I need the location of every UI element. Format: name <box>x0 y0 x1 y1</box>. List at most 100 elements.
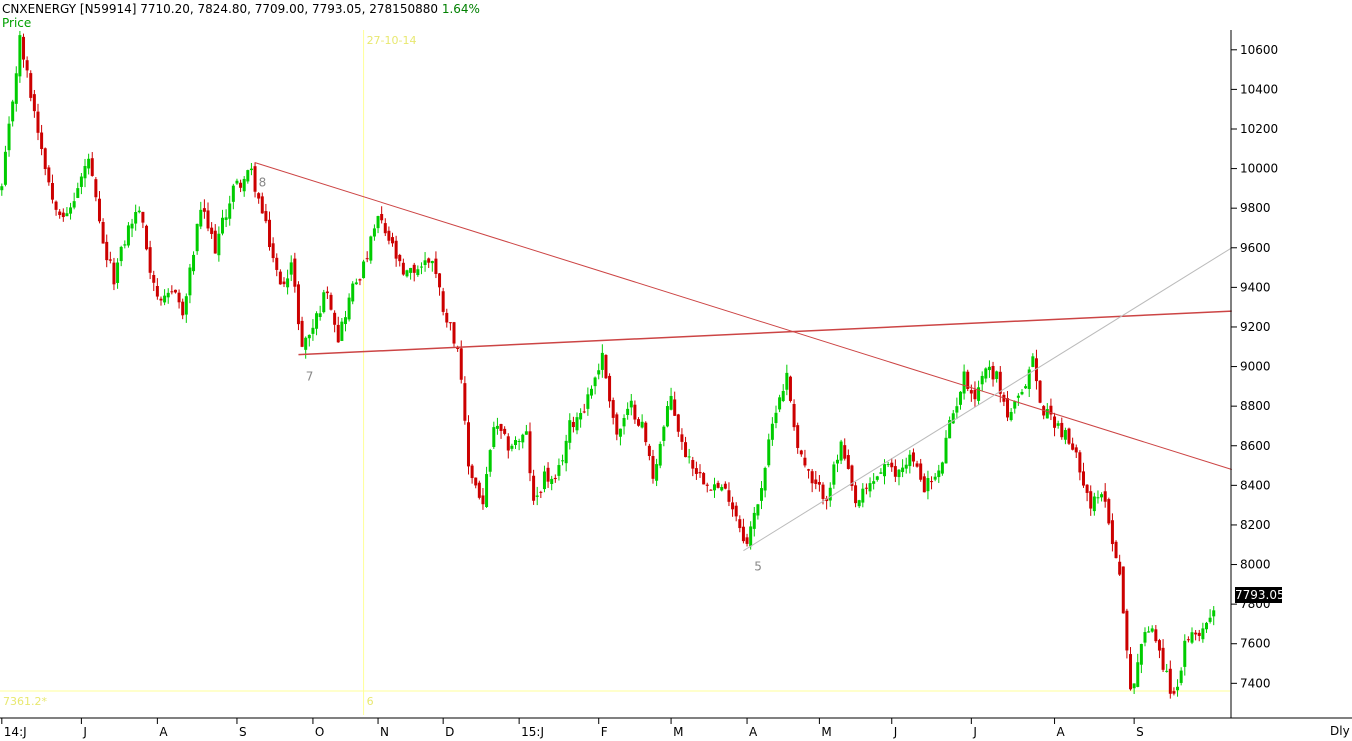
candle-body <box>184 296 188 315</box>
candle-body <box>260 196 264 214</box>
candle-body <box>286 278 290 288</box>
candlestick-series <box>0 30 1216 699</box>
candle-body <box>119 246 123 262</box>
candle-body <box>1110 520 1114 545</box>
candle-body <box>325 291 329 294</box>
candle-body <box>1176 686 1180 691</box>
candle-body <box>1053 416 1057 428</box>
candle-body <box>249 168 253 171</box>
candle-body <box>1118 561 1122 575</box>
candle-body <box>213 230 217 254</box>
candle-body <box>535 495 539 497</box>
candle-body <box>810 471 814 484</box>
cursor-crosshair: 27-10-14 7361.2* 6 <box>0 30 1230 715</box>
candle-body <box>438 273 442 288</box>
candle-body <box>155 285 159 297</box>
candle-body <box>336 324 340 343</box>
candle-body <box>807 469 811 471</box>
price-tick-label: 8400 <box>1240 478 1271 492</box>
candle-body <box>694 468 698 474</box>
candle-body <box>1049 405 1053 415</box>
candle-body <box>785 372 789 390</box>
candle-body <box>1027 369 1031 389</box>
date-tick-label: S <box>239 725 247 739</box>
candle-body <box>919 463 923 480</box>
candle-body <box>1147 631 1151 633</box>
candle-body <box>586 394 590 409</box>
candle-body <box>1190 632 1194 643</box>
candle-body <box>1045 409 1049 419</box>
candle-body <box>0 186 4 191</box>
candle-body <box>1186 639 1190 641</box>
candle-body <box>148 247 152 273</box>
candle-body <box>365 258 369 260</box>
candle-body <box>995 371 999 379</box>
candle-body <box>1154 629 1158 642</box>
candle-body <box>850 465 854 486</box>
candle-body <box>655 464 659 481</box>
candle-body <box>170 291 174 293</box>
candle-body <box>1060 422 1064 438</box>
price-tick-label: 8800 <box>1240 399 1271 413</box>
candle-body <box>477 482 481 498</box>
candle-body <box>915 463 919 467</box>
candle-body <box>514 439 518 446</box>
candle-body <box>608 375 612 402</box>
candle-body <box>380 214 384 221</box>
candle-body <box>87 158 91 169</box>
candle-body <box>980 375 984 385</box>
candle-body <box>857 500 861 507</box>
date-axis: 14:J J A S O N D 15:J F M A M J J A S <box>0 717 1352 739</box>
candle-body <box>933 476 937 480</box>
candle-body <box>550 478 554 484</box>
date-tick-label: S <box>1136 725 1144 739</box>
candle-body <box>152 275 156 283</box>
candle-body <box>575 417 579 431</box>
candle-body <box>727 490 731 502</box>
candle-body <box>1016 395 1020 398</box>
candle-body <box>231 185 235 202</box>
candle-body <box>108 259 112 261</box>
candle-body <box>423 260 427 265</box>
candle-body <box>890 462 894 468</box>
candle-body <box>65 213 69 217</box>
candle-body <box>50 182 54 200</box>
candle-body <box>228 203 232 219</box>
candle-body <box>318 313 322 317</box>
candle-body <box>311 327 315 334</box>
candle-body <box>492 427 496 447</box>
candle-body <box>644 422 648 443</box>
candle-body <box>763 467 767 491</box>
candle-body <box>843 445 847 459</box>
price-tick-label: 10600 <box>1240 43 1278 57</box>
candle-body <box>1103 491 1107 502</box>
candle-body <box>792 403 796 428</box>
candle-body <box>130 223 134 229</box>
date-tick-label: A <box>749 725 758 739</box>
candle-body <box>94 179 98 198</box>
candle-body <box>1038 380 1042 403</box>
candle-body <box>930 481 934 483</box>
candle-body <box>553 477 557 480</box>
candle-body <box>940 462 944 474</box>
candle-body <box>1100 494 1104 498</box>
candle-body <box>589 388 593 396</box>
candle-body <box>1157 640 1161 651</box>
candle-body <box>253 166 257 192</box>
candle-body <box>1056 423 1060 426</box>
candle-body <box>474 477 478 486</box>
candle-body <box>123 244 127 246</box>
candle-body <box>1024 386 1028 389</box>
candle-body <box>528 431 532 474</box>
candle-body <box>738 519 742 529</box>
candle-body <box>1161 647 1165 670</box>
candle-body <box>134 211 138 224</box>
candle-body <box>709 489 713 491</box>
candle-body <box>112 262 116 285</box>
candle-body <box>875 476 879 480</box>
candle-body <box>922 476 926 493</box>
candle-body <box>3 151 7 185</box>
candle-body <box>217 233 221 256</box>
candle-body <box>760 488 764 501</box>
